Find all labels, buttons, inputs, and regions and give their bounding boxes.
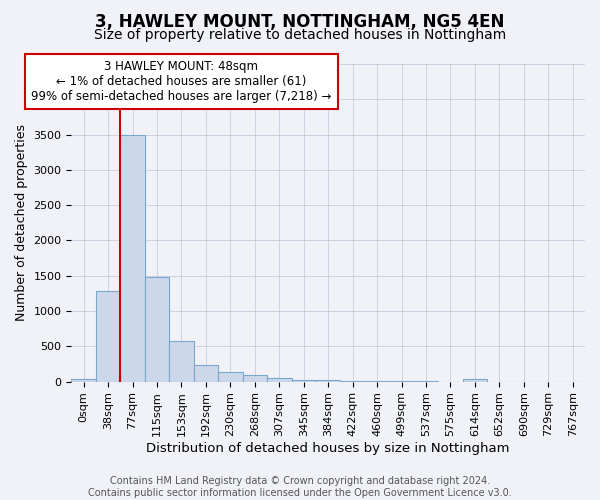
Bar	[71, 380, 96, 382]
Text: 3 HAWLEY MOUNT: 48sqm
← 1% of detached houses are smaller (61)
99% of semi-detac: 3 HAWLEY MOUNT: 48sqm ← 1% of detached h…	[31, 60, 332, 103]
X-axis label: Distribution of detached houses by size in Nottingham: Distribution of detached houses by size …	[146, 442, 510, 455]
Text: Contains HM Land Registry data © Crown copyright and database right 2024.
Contai: Contains HM Land Registry data © Crown c…	[88, 476, 512, 498]
Bar	[145, 277, 169, 382]
Bar	[194, 364, 218, 382]
Bar	[267, 378, 292, 382]
Bar	[169, 340, 194, 382]
Bar	[365, 381, 389, 382]
Y-axis label: Number of detached properties: Number of detached properties	[15, 124, 28, 322]
Bar	[292, 380, 316, 382]
Bar	[121, 134, 145, 382]
Text: 3, HAWLEY MOUNT, NOTTINGHAM, NG5 4EN: 3, HAWLEY MOUNT, NOTTINGHAM, NG5 4EN	[95, 12, 505, 30]
Bar	[463, 379, 487, 382]
Bar	[218, 372, 242, 382]
Text: Size of property relative to detached houses in Nottingham: Size of property relative to detached ho…	[94, 28, 506, 42]
Bar	[242, 375, 267, 382]
Bar	[316, 380, 340, 382]
Bar	[340, 380, 365, 382]
Bar	[96, 292, 121, 382]
